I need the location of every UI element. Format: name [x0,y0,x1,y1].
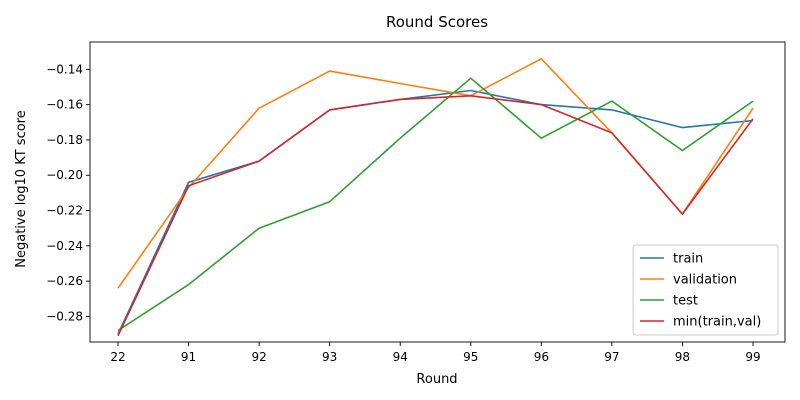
y-axis-title: Negative log10 KT score [14,110,29,268]
x-tick-label: 22 [110,350,125,364]
x-tick-label: 96 [534,350,549,364]
legend-label: test [673,294,698,309]
y-tick-label: −0.28 [46,309,83,323]
x-tick-label: 95 [463,350,478,364]
y-tick-label: −0.14 [46,62,83,76]
chart-title: Round Scores [386,13,488,31]
legend-label: validation [673,273,737,288]
y-axis: −0.28 −0.26 −0.24 −0.22 −0.20 −0.18 −0.16 −0.14 [46,62,90,323]
plot-frame [89,41,786,343]
x-axis-title: Round [416,372,457,387]
series-line-train [117,89,754,335]
y-tick-label: −0.16 [46,98,83,112]
y-tick-label: −0.22 [46,204,83,218]
x-axis: 22 91 92 93 94 95 96 97 98 99 [110,342,761,364]
y-tick-label: −0.24 [46,239,83,253]
series-layer [117,57,754,337]
legend-box [632,244,779,336]
x-tick-label: 93 [322,350,337,364]
series-line-min-train-val [117,95,754,337]
y-tick-label: −0.18 [46,133,83,147]
legend: train validation test min(train,val) [632,244,779,336]
y-tick-label: −0.26 [46,274,83,288]
x-tick-label: 98 [675,350,690,364]
x-tick-label: 99 [745,350,760,364]
x-tick-label: 91 [181,350,196,364]
y-tick-label: −0.20 [46,168,83,182]
legend-label: min(train,val) [673,315,761,330]
series-line-test [117,77,754,332]
legend-label: train [673,252,703,267]
x-tick-label: 94 [393,350,408,364]
x-tick-label: 92 [251,350,266,364]
x-tick-label: 97 [604,350,619,364]
